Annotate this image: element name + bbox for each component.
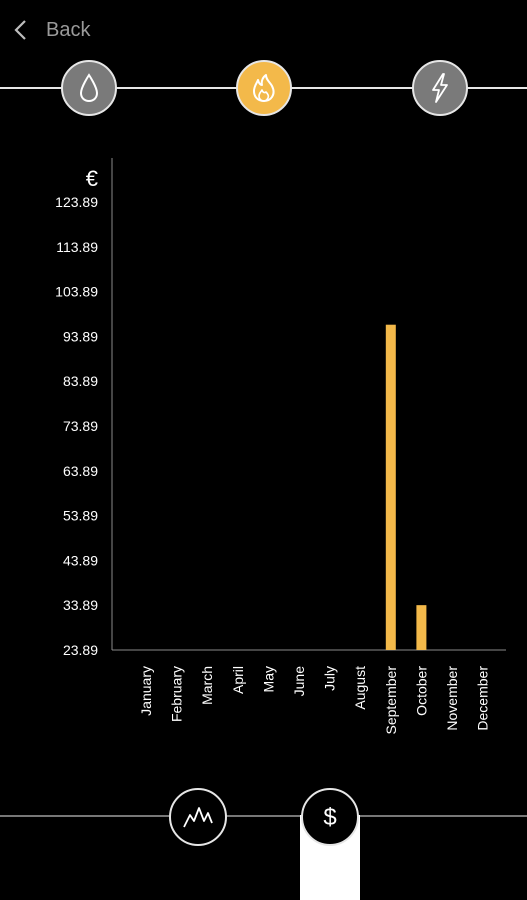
svg-text:$: $ (323, 804, 336, 831)
gas-tab[interactable] (236, 60, 292, 116)
x-tick-label: November (444, 666, 460, 731)
y-tick-label: 23.89 (63, 642, 98, 658)
x-tick-label: June (291, 666, 307, 697)
x-tick-label: January (138, 666, 154, 716)
view-selector-line (0, 815, 527, 817)
y-tick-label: 53.89 (63, 508, 98, 524)
x-tick-label: July (322, 666, 338, 691)
x-tick-label: May (260, 666, 276, 692)
y-tick-label: 33.89 (63, 597, 98, 613)
cost-view-button[interactable]: $ (301, 788, 359, 846)
y-unit-label: € (86, 166, 98, 191)
y-tick-label: 113.89 (56, 239, 98, 255)
electricity-tab[interactable] (412, 60, 468, 116)
bar-september (385, 324, 396, 650)
y-tick-label: 83.89 (63, 373, 98, 389)
consumption-view-button[interactable] (169, 788, 227, 846)
back-button[interactable]: Back (12, 14, 90, 46)
y-tick-label: 63.89 (63, 463, 98, 479)
x-tick-label: December (475, 666, 491, 731)
flame-icon (253, 74, 275, 102)
x-tick-label: February (169, 666, 185, 722)
x-tick-label: August (352, 666, 368, 710)
cost-chart: €23.89 33.89 43.89 53.89 63.89 73.89 83.89 93.8… (0, 150, 527, 760)
water-drop-icon (79, 73, 99, 103)
y-tick-label: 93.89 (63, 328, 98, 344)
y-tick-label: 123.89 (55, 194, 98, 210)
y-tick-label: 73.89 (63, 418, 98, 434)
x-tick-label: April (230, 666, 246, 694)
lightning-icon (432, 73, 448, 103)
back-label: Back (46, 18, 91, 41)
x-tick-label: October (413, 666, 429, 716)
y-tick-label: 103.89 (55, 284, 98, 300)
header: Back (0, 0, 527, 60)
y-tick-label: 43.89 (63, 552, 98, 568)
chevron-left-icon (14, 20, 26, 40)
x-tick-label: March (199, 666, 215, 705)
x-tick-label: September (383, 666, 399, 735)
water-tab[interactable] (61, 60, 117, 116)
line-graph-icon (183, 807, 213, 828)
dollar-icon: $ (323, 804, 336, 831)
bar-october (416, 605, 427, 650)
bar-chart: €23.89 33.89 43.89 53.89 63.89 73.89 83.89 93.8… (55, 158, 506, 735)
